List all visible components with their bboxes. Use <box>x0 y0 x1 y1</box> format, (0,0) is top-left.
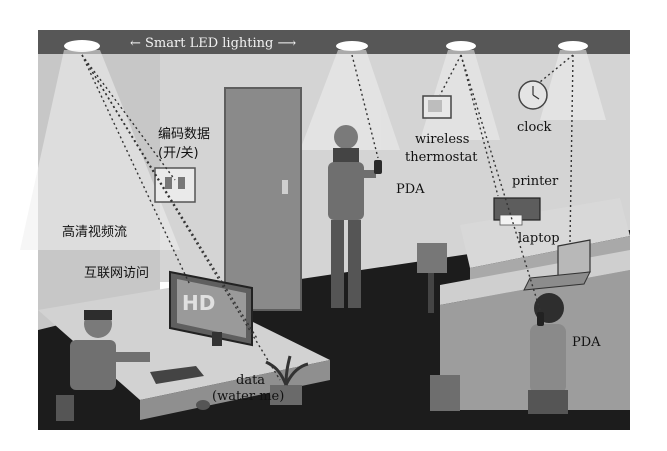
label-pda-standing: PDA <box>396 182 425 197</box>
label-data: data <box>236 373 265 388</box>
label-internet-access: 互联网访问 <box>84 266 149 281</box>
pda-device <box>537 312 544 326</box>
label-water-me: (water me) <box>212 389 284 404</box>
hd-logo: HD <box>182 291 215 315</box>
label-coded-data: 编码数据 <box>158 127 210 142</box>
ceiling-lamps <box>64 40 588 52</box>
pda-device <box>374 160 382 174</box>
door-handle <box>282 180 288 194</box>
door <box>224 87 302 311</box>
seated-person <box>56 310 150 421</box>
switch-button <box>165 177 172 189</box>
label-printer: printer <box>512 174 559 189</box>
lamp-icon <box>336 41 368 51</box>
lamp-icon <box>558 41 588 51</box>
counter-top <box>460 198 630 268</box>
label-coded-data-onoff: (开/关) <box>158 146 199 161</box>
standing-person <box>328 125 382 308</box>
label-thermostat: thermostat <box>405 150 478 165</box>
trash-bin <box>430 375 460 411</box>
switch-button <box>178 177 185 189</box>
plant-icon <box>265 355 309 405</box>
laptop-icon <box>523 239 591 291</box>
lamp-icon <box>446 41 476 51</box>
li-fi-beams <box>81 54 574 381</box>
label-wireless: wireless <box>415 132 469 147</box>
label-pda-seated: PDA <box>572 335 601 350</box>
label-clock: clock <box>517 120 552 135</box>
smart-led-banner: ← Smart LED lighting ⟶ <box>130 36 296 51</box>
ceiling <box>38 30 630 54</box>
mouse-icon <box>196 400 210 410</box>
keyboard <box>150 366 204 384</box>
chair <box>417 243 447 273</box>
wall-switch <box>154 167 196 203</box>
label-laptop: laptop <box>518 231 560 246</box>
lamp-icon <box>64 40 100 52</box>
seated-woman <box>528 293 568 414</box>
label-hd-video: 高清视频流 <box>62 224 127 240</box>
